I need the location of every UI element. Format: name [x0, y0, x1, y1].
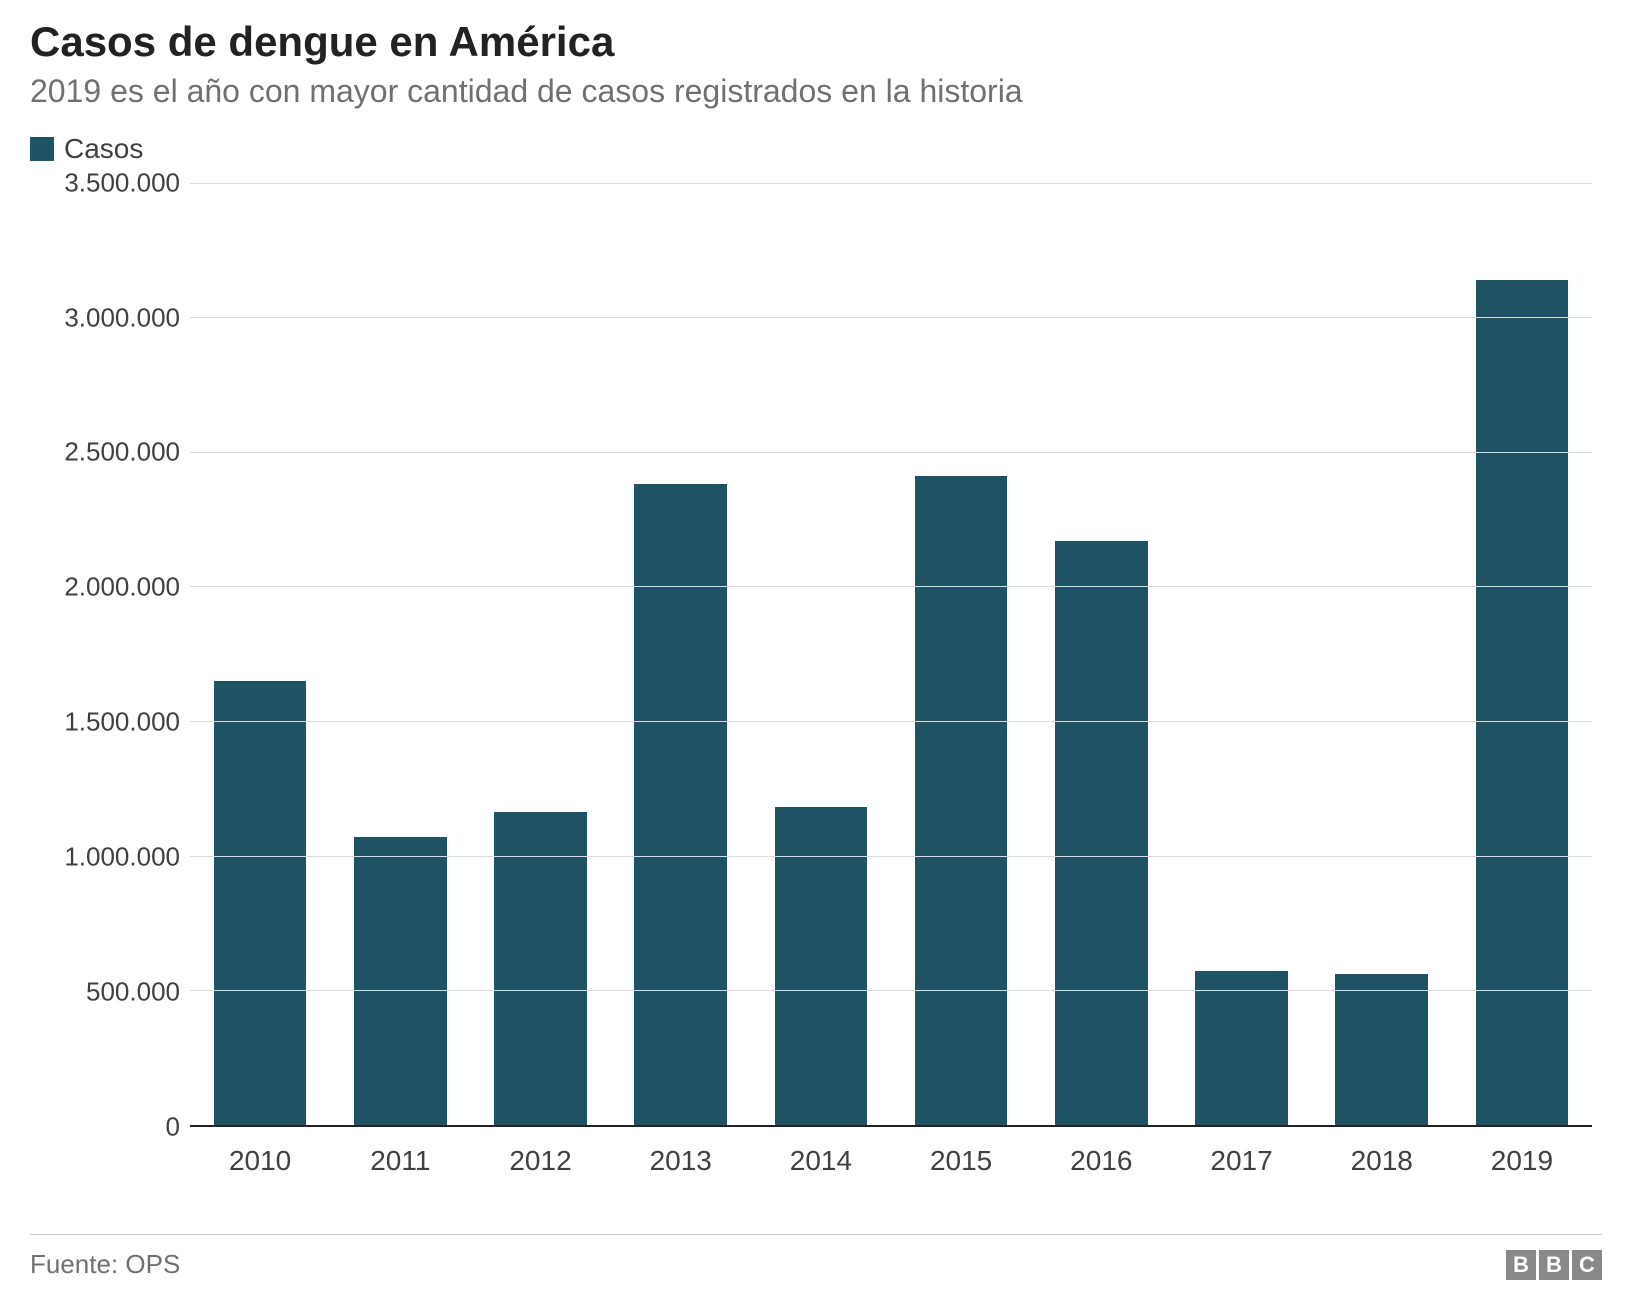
bbc-logo-box: C — [1572, 1250, 1602, 1280]
gridline — [190, 317, 1592, 318]
y-tick-label: 3.500.000 — [64, 167, 180, 198]
bar-slot — [1031, 183, 1171, 1125]
bar — [1335, 974, 1428, 1125]
bar-slot — [190, 183, 330, 1125]
x-tick-label: 2019 — [1452, 1135, 1592, 1183]
chart-title: Casos de dengue en América — [30, 18, 1602, 66]
x-tick-label: 2014 — [751, 1135, 891, 1183]
bbc-logo-box: B — [1539, 1250, 1569, 1280]
bar — [1476, 280, 1569, 1125]
x-tick-label: 2016 — [1031, 1135, 1171, 1183]
chart-subtitle: 2019 es el año con mayor cantidad de cas… — [30, 72, 1602, 110]
y-tick-label: 500.000 — [86, 976, 180, 1007]
y-tick-label: 1.000.000 — [64, 841, 180, 872]
gridline — [190, 452, 1592, 453]
y-tick-label: 3.000.000 — [64, 302, 180, 333]
bbc-logo: BBC — [1506, 1250, 1602, 1280]
plot-area — [190, 183, 1592, 1127]
chart-container: Casos de dengue en América 2019 es el añ… — [0, 0, 1632, 1300]
bar — [1055, 541, 1148, 1125]
x-axis-labels: 2010201120122013201420152016201720182019 — [190, 1135, 1592, 1183]
gridline — [190, 586, 1592, 587]
y-tick-label: 2.500.000 — [64, 437, 180, 468]
source-text: Fuente: OPS — [30, 1249, 180, 1280]
legend-swatch — [30, 137, 54, 161]
bar-slot — [330, 183, 470, 1125]
bars-group — [190, 183, 1592, 1125]
x-tick-label: 2011 — [330, 1135, 470, 1183]
legend-label: Casos — [64, 133, 143, 165]
bar — [214, 681, 307, 1125]
bar-slot — [751, 183, 891, 1125]
x-tick-label: 2010 — [190, 1135, 330, 1183]
bar-slot — [891, 183, 1031, 1125]
bar-slot — [1452, 183, 1592, 1125]
footer: Fuente: OPS BBC — [30, 1234, 1602, 1280]
chart-zone: 2010201120122013201420152016201720182019… — [30, 183, 1602, 1183]
bar-slot — [470, 183, 610, 1125]
bar — [915, 476, 1008, 1125]
bar-slot — [1171, 183, 1311, 1125]
gridline — [190, 721, 1592, 722]
bar — [1195, 971, 1288, 1124]
bar — [494, 812, 587, 1124]
y-tick-label: 1.500.000 — [64, 707, 180, 738]
x-tick-label: 2018 — [1312, 1135, 1452, 1183]
x-tick-label: 2013 — [611, 1135, 751, 1183]
bbc-logo-box: B — [1506, 1250, 1536, 1280]
x-tick-label: 2015 — [891, 1135, 1031, 1183]
bar — [634, 484, 727, 1125]
gridline — [190, 856, 1592, 857]
bar-slot — [611, 183, 751, 1125]
y-tick-label: 2.000.000 — [64, 572, 180, 603]
bar-slot — [1312, 183, 1452, 1125]
y-tick-label: 0 — [166, 1111, 180, 1142]
bar — [354, 837, 447, 1125]
x-tick-label: 2017 — [1171, 1135, 1311, 1183]
gridline — [190, 183, 1592, 184]
gridline — [190, 990, 1592, 991]
legend: Casos — [30, 133, 1602, 165]
x-tick-label: 2012 — [470, 1135, 610, 1183]
